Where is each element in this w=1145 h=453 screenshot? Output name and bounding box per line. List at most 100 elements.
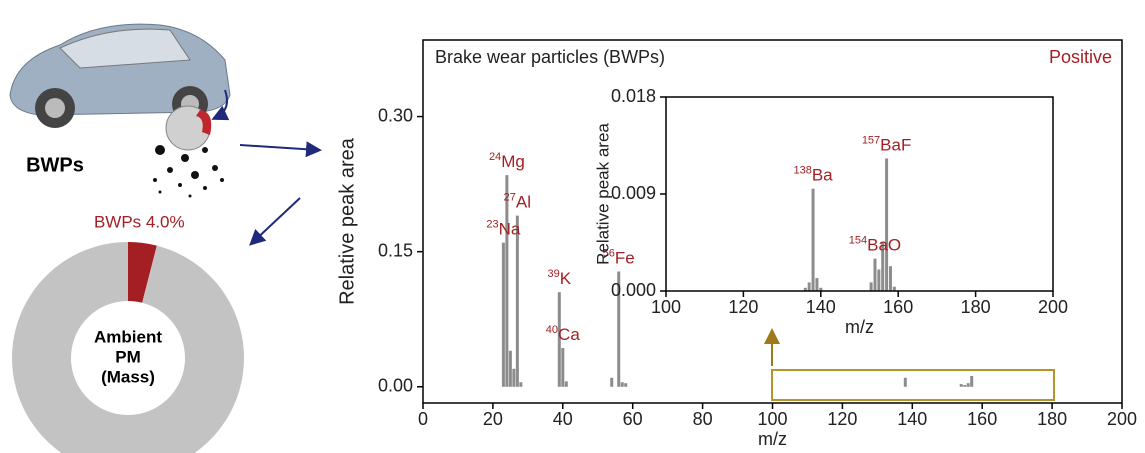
y-tick-label: 0.000 — [611, 280, 656, 300]
car-illustration: BWPs — [9, 23, 231, 198]
peak-label: 56Fe — [603, 247, 635, 268]
x-axis-label: m/z — [758, 429, 787, 449]
bar — [512, 368, 516, 387]
arrow — [239, 141, 322, 158]
peak-label: 138Ba — [793, 165, 833, 186]
bar — [515, 215, 519, 387]
x-tick-label: 180 — [1037, 409, 1067, 429]
isotope: 27 — [504, 192, 516, 204]
element: BaF — [880, 136, 911, 155]
bar — [815, 278, 819, 291]
x-tick-label: 160 — [967, 409, 997, 429]
x-axis-label: m/z — [845, 317, 874, 337]
bar — [970, 375, 974, 387]
peak-label: 24Mg — [489, 151, 525, 172]
x-tick-label: 100 — [651, 297, 681, 317]
x-tick-label: 80 — [693, 409, 713, 429]
bar — [963, 384, 967, 387]
x-tick-label: 0 — [418, 409, 428, 429]
y-tick-label: 0.15 — [378, 240, 413, 260]
inset-chart: 100 120 140 160 180 200 0.000 0.009 0.018 m/z Rela… — [593, 86, 1068, 337]
bar — [561, 348, 565, 387]
corner-label: Positive — [1049, 47, 1112, 67]
element: Fe — [615, 249, 635, 268]
bar — [819, 287, 823, 291]
isotope: 39 — [548, 268, 560, 280]
donut-slice — [128, 242, 157, 303]
peak-label: 27Al — [504, 192, 531, 213]
x-tick-label: 120 — [827, 409, 857, 429]
bar — [959, 384, 963, 387]
x-tick-label: 100 — [757, 409, 787, 429]
x-tick-label: 20 — [483, 409, 503, 429]
peak-label: 154BaO — [849, 235, 901, 256]
bar — [881, 242, 885, 291]
x-tick-label: 200 — [1038, 297, 1068, 317]
x-tick-label: 140 — [806, 297, 836, 317]
bar — [564, 381, 568, 387]
donut-slice — [12, 242, 244, 453]
x-tick-label: 60 — [623, 409, 643, 429]
element: BaO — [867, 236, 901, 255]
isotope: 24 — [489, 151, 501, 163]
bar — [620, 382, 624, 387]
bar — [873, 258, 877, 291]
y-tick-label: 0.30 — [378, 105, 413, 125]
bar — [966, 383, 970, 387]
bar — [869, 282, 873, 291]
bar — [610, 377, 614, 387]
x-tick-label: 200 — [1107, 409, 1137, 429]
bar — [557, 292, 561, 387]
illustration-label: BWPs — [26, 154, 84, 176]
bar — [877, 269, 881, 291]
bar — [624, 383, 628, 387]
bar — [803, 287, 807, 291]
y-axis-label: Relative peak area — [593, 123, 612, 265]
element: Mg — [501, 153, 525, 172]
bar — [903, 377, 907, 387]
y-tick-label: 0.009 — [611, 183, 656, 203]
center-label: Ambient — [94, 327, 162, 346]
element: Ba — [812, 166, 833, 185]
x-tick-label: 180 — [961, 297, 991, 317]
element: Na — [499, 220, 521, 239]
center-label: PM — [115, 347, 141, 366]
peak-label: 39K — [548, 268, 572, 289]
element: Al — [516, 193, 531, 212]
bar — [811, 188, 815, 291]
x-tick-label: 40 — [553, 409, 573, 429]
bar — [885, 158, 889, 291]
isotope: 40 — [546, 324, 558, 336]
center-label: (Mass) — [101, 367, 155, 386]
slice-label: BWPs 4.0% — [94, 213, 185, 232]
inset-background — [666, 97, 1053, 291]
y-tick-label: 0.018 — [611, 86, 656, 106]
element: Ca — [558, 326, 580, 345]
peak-label: 157BaF — [862, 134, 912, 155]
chart-title: Brake wear particles (BWPs) — [435, 47, 665, 67]
bar — [508, 350, 512, 387]
x-tick-label: 120 — [728, 297, 758, 317]
bar — [888, 266, 892, 291]
element: K — [560, 270, 572, 289]
isotope: 154 — [849, 235, 867, 247]
isotope: 23 — [486, 219, 498, 231]
y-axis-label: Relative peak area — [336, 137, 358, 305]
main-chart: 0 20 40 60 80 100 120 140 160 180 200 0.00 0.15 0.30 m… — [336, 39, 1137, 449]
isotope: 56 — [603, 247, 615, 259]
x-tick-label: 160 — [883, 297, 913, 317]
isotope: 157 — [862, 134, 880, 146]
x-tick-label: 140 — [897, 409, 927, 429]
arrow — [249, 197, 301, 246]
y-tick-label: 0.00 — [378, 376, 413, 396]
bar — [505, 175, 509, 387]
bar — [892, 286, 896, 291]
bar — [501, 242, 505, 387]
peak-label: 40Ca — [546, 324, 581, 345]
bar — [807, 282, 811, 291]
bar — [617, 271, 621, 387]
isotope: 138 — [793, 165, 811, 177]
bar — [519, 382, 523, 387]
zoom-box — [771, 369, 1055, 401]
